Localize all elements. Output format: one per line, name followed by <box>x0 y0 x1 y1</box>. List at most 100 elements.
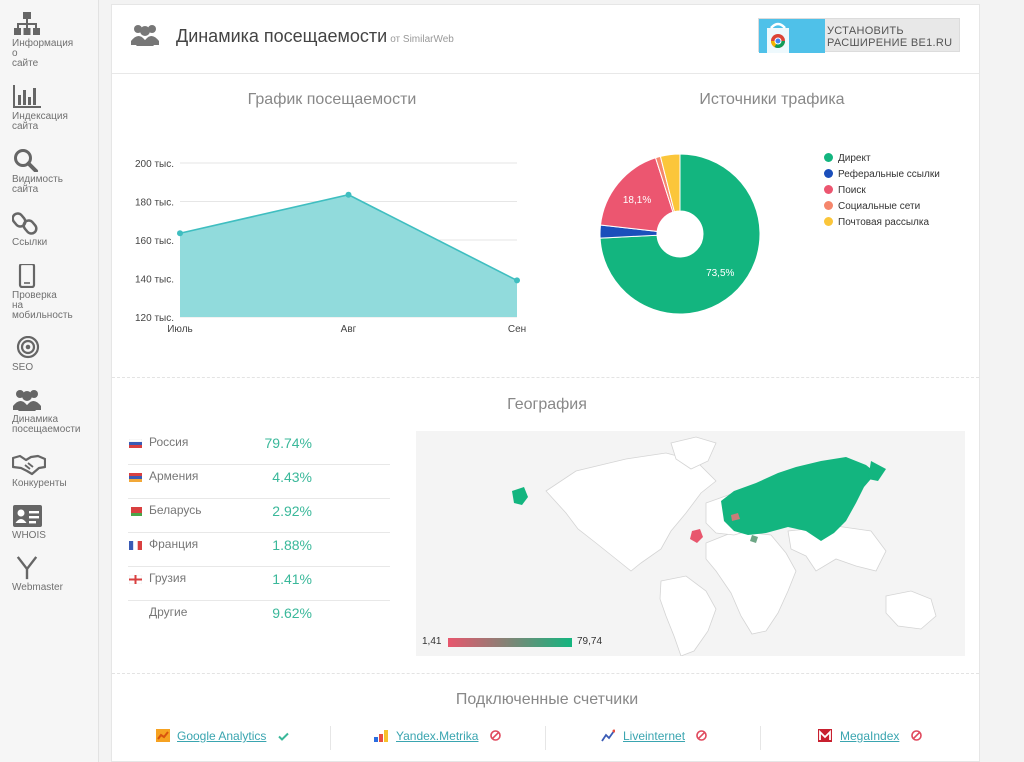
sidebar-item-mobile[interactable]: Проверка на мобильность <box>12 264 94 321</box>
geo-row: Другие 9.62% <box>128 601 390 635</box>
sidebar-item-info[interactable]: Информация о сайте <box>12 12 94 69</box>
legend-item[interactable]: Социальные сети <box>824 201 974 217</box>
geo-country: Россия <box>149 435 189 449</box>
ban-icon <box>910 730 922 741</box>
counter-name: Google Analytics <box>177 729 267 743</box>
sidebar-item-label: SEO <box>12 362 34 373</box>
ban-icon <box>696 730 708 741</box>
counter-google-analytics[interactable]: Google Analytics <box>156 729 289 743</box>
geo-country: Беларусь <box>149 503 202 517</box>
sidebar-item-label: Ссылки <box>12 237 48 248</box>
card-header: Динамика посещаемости от SimilarWeb УСТАН… <box>112 5 979 74</box>
pie-slice <box>599 157 674 232</box>
geo-percent: 79.74% <box>264 435 312 451</box>
x-tick-label: Сен <box>508 324 526 335</box>
map-legend-min: 1,41 <box>422 636 442 647</box>
y-tick-label: 180 тыс. <box>135 198 174 209</box>
legend-swatch <box>824 201 833 210</box>
sidebar-item-webmaster[interactable]: Webmaster <box>12 556 94 593</box>
geo-percent: 1.41% <box>272 571 312 587</box>
map-greenland <box>670 436 717 470</box>
sidebar-item-traffic[interactable]: Динамика посещаемости <box>12 388 94 435</box>
data-point <box>177 230 183 237</box>
yandex-icon <box>16 556 38 580</box>
traffic-area-chart: 120 тыс. 140 тыс. 160 тыс. 180 тыс. 200 тыс.… <box>135 159 526 335</box>
geo-percent: 4.43% <box>272 469 312 485</box>
geo-percent: 9.62% <box>272 605 312 621</box>
install-extension-button[interactable]: УСТАНОВИТЬ РАСШИРЕНИЕ BE1.RU <box>758 18 960 53</box>
sources-donut-chart: 73,5% 18,1% <box>599 153 761 315</box>
counter-yandex-metrika[interactable]: Yandex.Metrika <box>374 729 501 743</box>
area-fill <box>180 194 517 317</box>
traffic-chart-title: График посещаемости <box>247 91 417 108</box>
section-divider <box>112 673 979 674</box>
geo-country: Франция <box>149 537 199 551</box>
legend-item[interactable]: Директ <box>824 153 974 169</box>
google-analytics-icon <box>156 729 170 742</box>
legend-label: Реферальные ссылки <box>838 169 940 180</box>
sidebar-item-whois[interactable]: WHOIS <box>12 504 94 541</box>
mobile-icon <box>18 264 36 288</box>
users-icon <box>13 390 41 411</box>
x-tick-label: Июль <box>167 324 193 335</box>
counter-name: Liveinternet <box>623 729 686 743</box>
sidebar-item-label: Webmaster <box>12 582 63 593</box>
legend-swatch <box>824 185 833 194</box>
counter-megaindex[interactable]: MegaIndex <box>818 729 922 743</box>
link-icon <box>12 212 38 235</box>
sidebar-item-seo[interactable]: SEO <box>12 336 94 373</box>
map-region-russia <box>721 457 876 541</box>
pie-slice <box>599 153 761 315</box>
sidebar-item-competitors[interactable]: Конкуренты <box>12 452 94 489</box>
bar-chart-icon <box>13 85 41 108</box>
sidebar-item-label: Проверка на мобильность <box>12 290 73 321</box>
legend-label: Поиск <box>838 185 866 196</box>
geo-row: Франция 1.88% <box>128 533 390 567</box>
ban-icon <box>490 730 501 741</box>
legend-item[interactable]: Поиск <box>824 185 974 201</box>
geo-country: Армения <box>149 469 199 483</box>
counter-separator <box>760 726 761 750</box>
search-icon <box>14 149 38 172</box>
pie-slice <box>659 153 681 213</box>
legend-swatch <box>824 169 833 178</box>
map-legend-max: 79,74 <box>577 636 603 647</box>
check-icon <box>278 732 289 741</box>
liveinternet-icon <box>601 729 616 742</box>
counters-title: Подключенные счетчики <box>455 691 639 708</box>
counter-liveinternet[interactable]: Liveinternet <box>601 729 708 743</box>
legend-swatch <box>824 153 833 162</box>
sidebar-item-visibility[interactable]: Видимость сайта <box>12 148 94 195</box>
page-subtitle: от SimilarWeb <box>390 34 454 45</box>
megaindex-icon <box>818 729 832 742</box>
chrome-store-icon <box>759 19 825 53</box>
y-tick-label: 140 тыс. <box>135 275 174 286</box>
yandex-metrika-icon <box>374 730 388 742</box>
legend-item[interactable]: Почтовая рассылка <box>824 217 974 233</box>
sidebar-item-label: Конкуренты <box>12 478 67 489</box>
sidebar: Информация о сайте Индексация сайта Види… <box>0 0 99 762</box>
legend-label: Директ <box>838 153 871 164</box>
map-australia <box>885 590 937 630</box>
legend-item[interactable]: Реферальные ссылки <box>824 169 974 185</box>
pie-slice-label: 18,1% <box>623 195 651 206</box>
geo-country: Другие <box>149 605 188 619</box>
sources-legend: Директ Реферальные ссылки Поиск Социальные … <box>824 153 974 233</box>
geography-title: География <box>507 396 587 413</box>
map-africa <box>705 530 797 635</box>
traffic-card: Динамика посещаемости от SimilarWeb УСТАН… <box>111 4 980 762</box>
sidebar-item-indexation[interactable]: Индексация сайта <box>12 85 94 132</box>
sitemap-icon <box>14 12 40 35</box>
geo-row: Россия 79.74% <box>128 431 390 465</box>
map-region-belarus <box>731 513 740 521</box>
geography-map: 1,41 79,74 <box>416 431 965 657</box>
sidebar-item-label: Информация о сайте <box>12 38 74 69</box>
sidebar-item-label: Видимость сайта <box>12 174 63 195</box>
flag-ru-icon <box>129 439 142 448</box>
counter-name: Yandex.Metrika <box>396 729 479 743</box>
sources-chart-title: Источники трафика <box>699 91 845 108</box>
sidebar-item-links[interactable]: Ссылки <box>12 211 94 248</box>
legend-label: Почтовая рассылка <box>838 217 930 228</box>
map-region-france <box>690 529 703 543</box>
map-legend-gradient <box>448 638 572 647</box>
